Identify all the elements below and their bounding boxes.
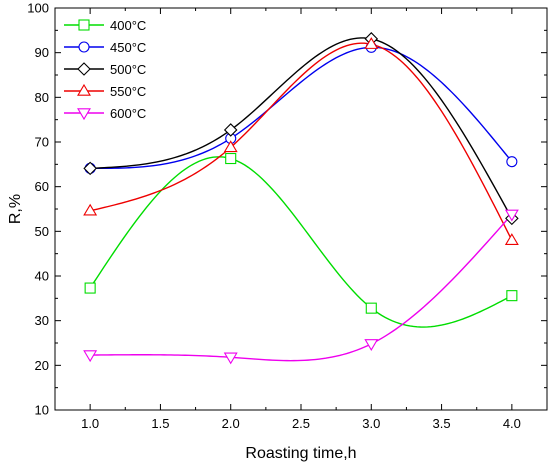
x-tick-label: 4.0 bbox=[503, 416, 521, 431]
data-point bbox=[223, 123, 238, 137]
data-point bbox=[364, 37, 379, 49]
legend: 400°C 450°C 500°C 550°C 600°C bbox=[64, 18, 146, 121]
data-point bbox=[223, 352, 238, 365]
data-point bbox=[225, 152, 237, 165]
x-tick-label: 1.0 bbox=[81, 416, 99, 431]
y-tick-label: 10 bbox=[35, 403, 49, 418]
legend-label: 500°C bbox=[110, 62, 146, 77]
x-tick-label: 2.0 bbox=[222, 416, 240, 431]
data-point bbox=[83, 203, 98, 216]
data-point bbox=[223, 140, 238, 153]
series-markers bbox=[83, 32, 519, 365]
x-axis-title: Roasting time,h bbox=[245, 445, 356, 462]
legend-label: 400°C bbox=[110, 18, 146, 33]
data-point bbox=[364, 339, 379, 351]
data-point bbox=[506, 156, 518, 168]
legend-label: 550°C bbox=[110, 84, 146, 99]
legend-marker bbox=[78, 41, 90, 53]
y-tick-label: 50 bbox=[35, 224, 49, 239]
y-axis-title: R,% bbox=[7, 194, 24, 224]
data-point bbox=[84, 282, 96, 294]
legend-marker bbox=[77, 62, 91, 76]
data-point bbox=[365, 302, 377, 314]
y-tick-label: 30 bbox=[35, 313, 49, 328]
series-line bbox=[90, 37, 513, 219]
series-curves bbox=[89, 37, 513, 362]
data-point bbox=[83, 350, 98, 363]
legend-marker bbox=[77, 108, 91, 121]
y-tick-label: 60 bbox=[35, 179, 49, 194]
data-point bbox=[504, 233, 519, 246]
axis-ticks: 1.0 1.5 2.0 2.5 3.0 3.5 4.0 10 20 30 40 50 60 70 80 90 1… bbox=[27, 1, 547, 431]
series-line bbox=[89, 42, 513, 241]
legend-label: 450°C bbox=[110, 40, 146, 55]
y-tick-label: 20 bbox=[35, 358, 49, 373]
data-point bbox=[504, 209, 519, 222]
y-tick-label: 100 bbox=[27, 1, 49, 16]
legend-marker bbox=[78, 19, 90, 31]
data-point bbox=[83, 161, 97, 176]
legend-marker bbox=[77, 83, 91, 96]
data-point bbox=[506, 290, 518, 302]
legend-label: 600°C bbox=[110, 106, 146, 121]
y-tick-label: 90 bbox=[35, 45, 49, 60]
series-line bbox=[90, 46, 513, 170]
y-tick-label: 80 bbox=[35, 90, 49, 105]
x-tick-label: 1.5 bbox=[151, 416, 169, 431]
series-line bbox=[89, 156, 513, 328]
x-tick-label: 2.5 bbox=[292, 416, 310, 431]
y-tick-label: 40 bbox=[35, 269, 49, 284]
x-tick-label: 3.5 bbox=[433, 416, 451, 431]
series-line bbox=[90, 213, 513, 362]
y-tick-label: 70 bbox=[35, 135, 49, 150]
x-tick-label: 3.0 bbox=[362, 416, 380, 431]
